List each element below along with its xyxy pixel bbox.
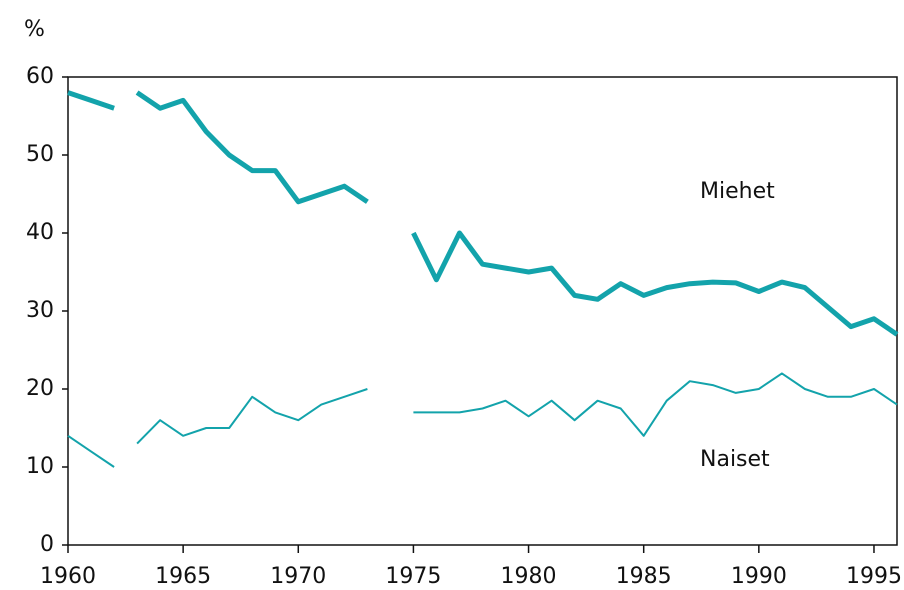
y-tick-label: 0 bbox=[40, 532, 54, 557]
y-tick-label: 50 bbox=[26, 142, 54, 167]
x-tick-label: 1965 bbox=[155, 564, 211, 589]
series-line bbox=[67, 372, 898, 468]
series-line bbox=[67, 90, 899, 337]
y-tick-label: 20 bbox=[26, 376, 54, 401]
y-axis-label: % bbox=[24, 17, 45, 42]
x-tick-label: 1990 bbox=[731, 564, 787, 589]
x-tick-label: 1960 bbox=[40, 564, 96, 589]
series-label: Miehet bbox=[700, 179, 775, 204]
series-label: Naiset bbox=[700, 447, 770, 472]
plot-frame bbox=[67, 76, 898, 546]
x-tick-label: 1985 bbox=[616, 564, 672, 589]
x-tick-label: 1975 bbox=[385, 564, 441, 589]
y-tick-label: 40 bbox=[26, 220, 54, 245]
y-tick-label: 60 bbox=[26, 64, 54, 89]
x-tick-label: 1995 bbox=[846, 564, 902, 589]
x-tick-label: 1980 bbox=[501, 564, 557, 589]
y-tick-label: 30 bbox=[26, 298, 54, 323]
y-tick-label: 10 bbox=[26, 454, 54, 479]
x-tick-label: 1970 bbox=[270, 564, 326, 589]
